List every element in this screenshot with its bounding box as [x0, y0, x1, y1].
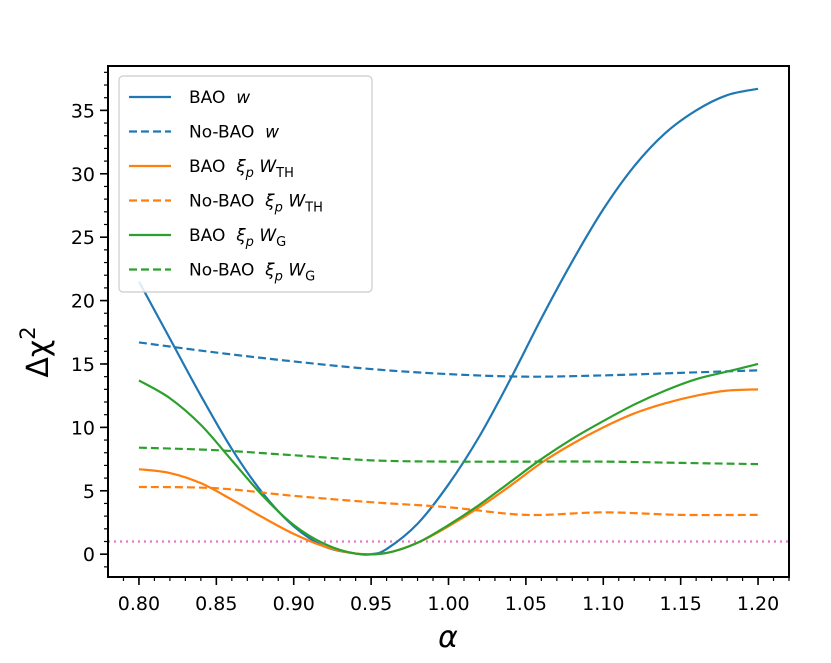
y-axis-title: Δχ2: [16, 326, 56, 377]
series-line-bao-p-wg: [138, 362, 759, 556]
x-tick-label: 0.90: [273, 593, 315, 615]
y-tick-label: 25: [71, 227, 95, 249]
legend-box: [118, 75, 373, 293]
x-tick-label: 1.20: [737, 593, 779, 615]
y-tick-label: 30: [71, 164, 95, 186]
y-tick-label: 35: [71, 100, 95, 122]
legend-label: BAO ξp WG: [189, 226, 286, 250]
x-tick-label: 0.85: [195, 593, 237, 615]
series-line-no-bao-w: [138, 341, 759, 378]
series-layer: [137, 87, 759, 556]
x-tick-label: 1.15: [660, 593, 702, 615]
series-line-no-bao-p-wth: [138, 485, 759, 517]
x-tick-label: 0.80: [118, 593, 160, 615]
y-tick-label: 0: [83, 544, 95, 566]
y-tick-labels: 0 5 10 15 20 25 30 35: [71, 100, 95, 566]
major-ticks: [100, 109, 759, 585]
series-line-bao-w: [137, 87, 759, 556]
legend-label: No-BAO ξp WTH: [189, 192, 323, 216]
legend-label: BAO w: [189, 88, 250, 108]
series-line-no-bao-p-wg: [138, 446, 759, 466]
legend: BAO w No-BAO w BAO ξp WTH No-BAO ξp WTH BAO …: [118, 75, 373, 293]
y-tick-label: 5: [83, 481, 95, 503]
legend-label: No-BAO w: [189, 123, 279, 143]
y-tick-label: 20: [71, 291, 95, 313]
x-tick-label: 1.10: [582, 593, 624, 615]
x-tick-label: 1.05: [505, 593, 547, 615]
x-tick-label: 0.95: [350, 593, 392, 615]
x-tick-labels: 0.80 0.85 0.90 0.95 1.00 1.05 1.10 1.15 1.20: [118, 593, 779, 615]
y-tick-label: 15: [71, 354, 95, 376]
legend-label: BAO ξp WTH: [189, 157, 294, 181]
y-tick-label: 10: [71, 417, 95, 439]
legend-label: No-BAO ξp WG: [189, 261, 315, 285]
x-axis-title: α: [438, 620, 458, 655]
x-tick-label: 1.00: [427, 593, 469, 615]
